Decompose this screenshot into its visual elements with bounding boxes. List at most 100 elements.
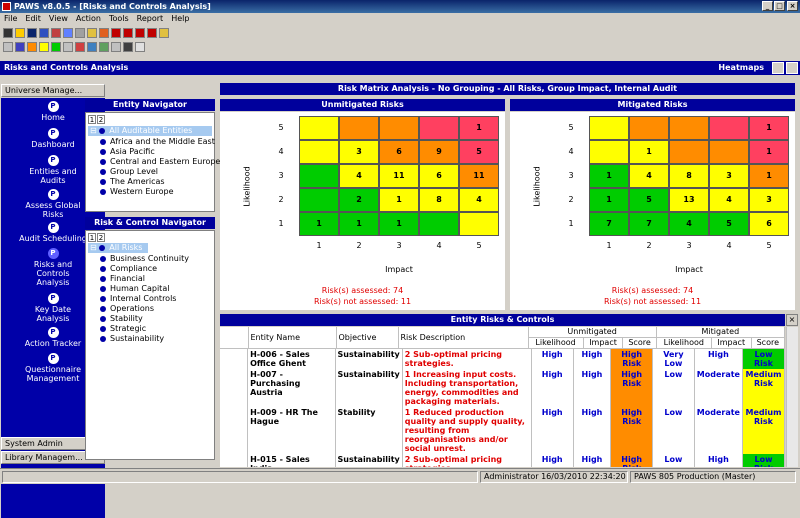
tree-item[interactable]: Central and Eastern Europe [100,157,220,167]
matrix-cell[interactable]: 1 [379,188,419,212]
matrix-cell[interactable]: 7 [629,212,669,236]
tree-item[interactable]: The Americas [100,177,165,187]
toolbar-button[interactable] [123,27,133,38]
tree-item[interactable]: Human Capital [100,284,169,294]
toolbar-button[interactable] [15,27,25,38]
tree-item[interactable]: Financial [100,274,145,284]
table-row[interactable]: H-006 - Sales Office Ghent Sustainability… [220,349,785,369]
menu-report[interactable]: Report [136,14,164,23]
vertical-scrollbar[interactable] [786,327,798,467]
matrix-cell[interactable]: 1 [459,116,499,140]
matrix-cell[interactable]: 11 [379,164,419,188]
tree-item[interactable]: Sustainability [100,334,164,344]
sidebar-item-questionnaire[interactable]: P Questionnaire Management [24,353,81,383]
matrix-cell[interactable]: 4 [339,164,379,188]
open-icon[interactable] [772,62,784,74]
sidebar-item-home[interactable]: P Home [41,101,65,122]
matrix-cell[interactable]: 13 [669,188,709,212]
tree-item[interactable]: Compliance [100,264,157,274]
toolbar-button[interactable] [15,41,25,52]
toolbar-button[interactable] [39,27,49,38]
matrix-cell[interactable] [589,140,629,164]
toolbar-button[interactable] [27,27,37,38]
toolbar-button[interactable] [27,41,37,52]
matrix-cell[interactable]: 6 [419,164,459,188]
tree-item[interactable]: Stability [100,314,143,324]
toolbar-button[interactable] [3,41,13,52]
matrix-cell[interactable]: 1 [299,212,339,236]
toolbar-button[interactable] [3,27,13,38]
toolbar-button[interactable] [99,27,109,38]
save-icon[interactable] [786,62,798,74]
matrix-cell[interactable] [419,116,459,140]
tree-item[interactable]: Western Europe [100,187,173,197]
sidebar-item-key-date[interactable]: P Key Date Analysis [34,293,72,323]
matrix-cell[interactable] [419,212,459,236]
col-u-likelihood[interactable]: Likelihood [528,337,584,349]
col-description[interactable]: Risk Description [398,327,529,349]
table-row[interactable]: H-015 - Sales IndiaSustainability2 Sub-o… [220,454,785,467]
matrix-cell[interactable]: 5 [629,188,669,212]
toolbar-button[interactable] [111,41,121,52]
toolbar-button[interactable] [87,41,97,52]
tree-item[interactable]: Internal Controls [100,294,176,304]
tree-item[interactable]: Group Level [100,167,158,177]
matrix-cell[interactable] [299,140,339,164]
table-row[interactable]: H-009 - HR The Hague Stability 1 Reduced p… [220,407,785,454]
matrix-cell[interactable] [339,116,379,140]
matrix-cell[interactable]: 3 [749,188,789,212]
matrix-cell[interactable] [629,116,669,140]
tree-tab-2[interactable]: 2 [97,233,105,242]
col-objective[interactable]: Objective [336,327,399,349]
menu-view[interactable]: View [48,14,68,23]
matrix-cell[interactable]: 11 [459,164,499,188]
matrix-cell[interactable]: 4 [669,212,709,236]
matrix-cell[interactable]: 1 [749,140,789,164]
toolbar-button[interactable] [123,41,133,52]
col-m-impact[interactable]: Impact [711,337,752,349]
menu-tools[interactable]: Tools [108,14,129,23]
sidebar-item-risks-controls[interactable]: P Risks and Controls Analysis [33,248,73,287]
matrix-cell[interactable] [299,116,339,140]
sidebar-header-library[interactable]: Library Managem... [1,451,105,464]
close-icon[interactable]: × [786,314,798,326]
matrix-cell[interactable] [669,116,709,140]
tree-item[interactable]: Business Continuity [100,254,189,264]
matrix-cell[interactable]: 1 [629,140,669,164]
matrix-cell[interactable]: 1 [379,212,419,236]
menu-action[interactable]: Action [75,14,101,23]
col-m-score[interactable]: Score [751,337,785,349]
menu-edit[interactable]: Edit [25,14,41,23]
tree-root-all-entities[interactable]: ⊟ All Auditable Entities [88,126,212,136]
matrix-cell[interactable] [299,188,339,212]
sidebar-header-system-admin[interactable]: System Admin [1,437,105,450]
maximize-button[interactable]: □ [774,1,785,11]
matrix-cell[interactable]: 6 [749,212,789,236]
tree-tab-1[interactable]: 1 [88,233,96,242]
tree-item[interactable]: Africa and the Middle East [100,137,215,147]
toolbar-button[interactable] [51,27,61,38]
matrix-cell[interactable]: 4 [629,164,669,188]
toolbar-button[interactable] [63,27,73,38]
matrix-cell[interactable]: 1 [339,212,379,236]
col-u-score[interactable]: Score [622,337,657,349]
toolbar-button[interactable] [39,41,49,52]
sidebar-item-assess[interactable]: P Assess Global Risks [25,189,81,219]
matrix-cell[interactable] [709,140,749,164]
toolbar-button[interactable] [87,27,97,38]
matrix-cell[interactable]: 6 [379,140,419,164]
matrix-cell[interactable]: 5 [459,140,499,164]
col-m-likelihood[interactable]: Likelihood [656,337,712,349]
tree-tab-1[interactable]: 1 [88,115,96,124]
matrix-cell[interactable] [379,116,419,140]
minimize-button[interactable]: _ [762,1,773,11]
matrix-cell[interactable]: 5 [709,212,749,236]
matrix-cell[interactable]: 1 [589,188,629,212]
matrix-cell[interactable]: 9 [419,140,459,164]
matrix-cell[interactable]: 1 [589,164,629,188]
matrix-cell[interactable]: 4 [459,188,499,212]
matrix-cell[interactable]: 1 [749,116,789,140]
matrix-cell[interactable]: 8 [419,188,459,212]
sidebar-item-scheduling[interactable]: P Audit Scheduling [19,222,87,243]
matrix-cell[interactable]: 8 [669,164,709,188]
